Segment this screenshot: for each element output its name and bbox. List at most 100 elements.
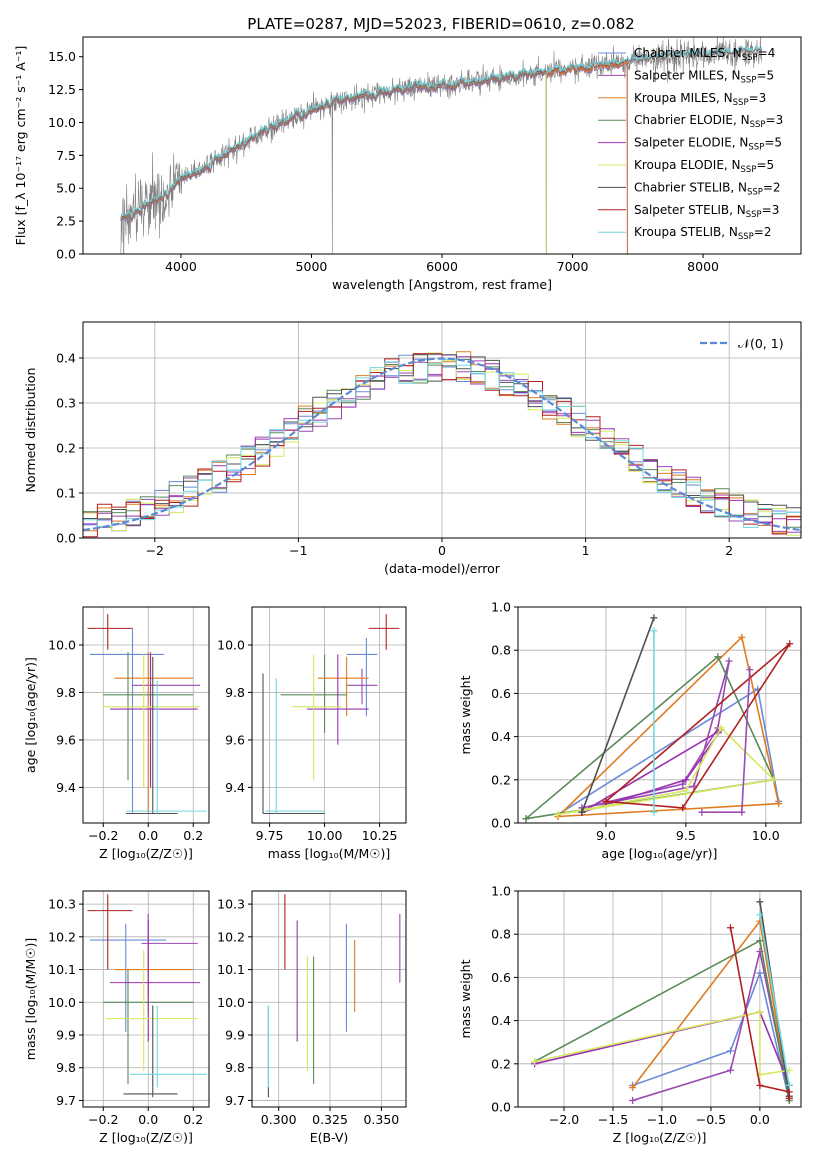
x-tick-label: 0.0 [138,1112,158,1127]
series-marker [785,1081,793,1089]
x-axis-label: Z [log₁₀(Z/Z☉)] [99,1130,193,1145]
x-tick-label: 0.0 [750,1112,770,1127]
y-tick-label: 10.3 [217,897,245,912]
axes-frame [82,606,210,824]
series-marker [578,808,586,816]
legend-entry: Salpeter STELIB, NSSP=3 [634,203,779,220]
histogram-step-line [83,359,801,528]
y-tick-label: 9.8 [225,685,245,700]
y-axis-label: mass weight [458,959,473,1038]
series-marker [738,808,746,816]
series-marker [738,633,746,641]
x-tick-label: −0.5 [696,1112,726,1127]
figure-title: PLATE=0287, MJD=52023, FIBERID=0610, z=0… [247,15,634,33]
normal-curve-line [83,357,801,532]
mass-vs-ebv-panel: 0.300 0.325 0.350 9.7 9.8 9.9 10.0 10.1 10.2 10.3… [217,890,407,1145]
y-tick-label: 0.4 [56,351,76,366]
legend-entry: Chabrier STELIB, NSSP=2 [634,180,781,197]
legend-entry: Kroupa ELODIE, NSSP=5 [634,158,774,175]
x-axis-label: Z [log₁₀(Z/Z☉)] [613,1130,707,1145]
y-tick-label: 12.5 [48,82,76,97]
y-tick-label: 15.0 [48,49,76,64]
x-tick-label: 0.300 [261,1112,297,1127]
y-tick-label: 9.4 [56,780,76,795]
series-marker [679,804,687,812]
x-axis-label: E(B-V) [310,1130,349,1145]
y-tick-label: 0.6 [491,686,511,701]
series-line [581,660,730,809]
x-tick-label: 0.2 [183,1112,203,1127]
y-tick-label: 0.3 [56,396,76,411]
y-tick-label: 10.0 [48,115,76,130]
series-marker [786,640,794,648]
y-axis-label: Flux [f_λ 10⁻¹⁷ erg cm⁻² s⁻¹ A⁻¹] [13,46,28,246]
series-marker [717,724,725,732]
y-tick-label: 10.2 [48,929,76,944]
plot-area [87,614,207,815]
series-marker [698,808,706,816]
y-tick-label: 9.4 [225,780,245,795]
axes-frame [251,606,407,824]
x-tick-label: 2 [725,543,733,558]
series-marker [746,666,754,674]
y-tick-label: 0.0 [491,1100,511,1115]
plot-area [120,37,763,254]
y-tick-label: 9.7 [56,1093,76,1108]
spectrum-panel: Chabrier MILES, NSSP=4 Salpeter MILES, NS… [13,36,802,292]
series-marker [770,776,778,784]
series-marker [725,657,733,665]
x-tick-label: 0.2 [183,828,203,843]
y-tick-label: 0.4 [491,729,511,744]
series-line [581,617,655,813]
age-vs-mass-panel: 9.75 10.00 10.25 9.4 9.6 9.8 10.0 mass [log₁₀(M… [217,606,407,861]
x-tick-label: 1 [582,543,590,558]
legend-entry: 𝒩(0, 1) [738,336,784,351]
y-tick-label: 10.0 [48,995,76,1010]
y-tick-label: 0.8 [491,643,511,658]
plot-area [531,898,793,1105]
plot-area [262,614,400,815]
x-tick-label: −0.2 [88,1112,118,1127]
y-tick-label: 9.6 [225,732,245,747]
plot-area [267,894,401,1098]
weight-vs-age-panel: 9.0 9.5 10.0 0.0 0.2 0.4 0.6 0.8 1.0 age [log₁₀(a… [458,600,802,861]
x-axis-label: mass [log₁₀(M/M☉)] [268,846,390,861]
series-marker [726,924,734,932]
y-tick-label: 5.0 [56,181,76,196]
y-tick-label: 9.8 [56,685,76,700]
plot-area [522,614,794,823]
series-line [759,914,790,1086]
y-tick-label: 10.1 [217,962,245,977]
y-tick-label: 0.0 [491,816,511,831]
y-tick-label: 10.1 [48,962,76,977]
y-tick-label: 9.8 [56,1060,76,1075]
series-marker [602,797,610,805]
x-tick-label: −1 [289,543,307,558]
y-tick-label: 0.2 [491,772,511,787]
series-marker [756,969,764,977]
series-line [605,643,791,809]
y-tick-label: 0.2 [56,441,76,456]
series-line [534,1011,790,1076]
series-marker [756,937,764,945]
y-tick-label: 10.0 [217,637,245,652]
x-tick-label: 8000 [687,259,719,274]
y-tick-label: 10.2 [217,929,245,944]
series-marker [629,1084,637,1092]
y-axis-label: mass weight [458,675,473,754]
y-tick-label: 7.5 [56,148,76,163]
series-marker [629,1097,637,1105]
y-tick-label: 0.4 [491,1013,511,1028]
legend-entry: Salpeter MILES, NSSP=5 [634,68,774,85]
histogram-step-line [83,353,801,538]
series-marker [554,810,562,818]
x-tick-label: −1.5 [598,1112,628,1127]
series-marker [785,1094,793,1102]
model-spectrum-line [120,45,763,219]
mass-vs-metallicity-panel: −0.2 0.0 0.2 9.7 9.8 9.9 10.0 10.1 10.2 10.3 Z [lo… [23,890,210,1145]
series-marker [726,1066,734,1074]
x-tick-label: 0 [438,543,446,558]
x-tick-label: 9.0 [596,828,616,843]
x-tick-label: 0.325 [312,1112,348,1127]
